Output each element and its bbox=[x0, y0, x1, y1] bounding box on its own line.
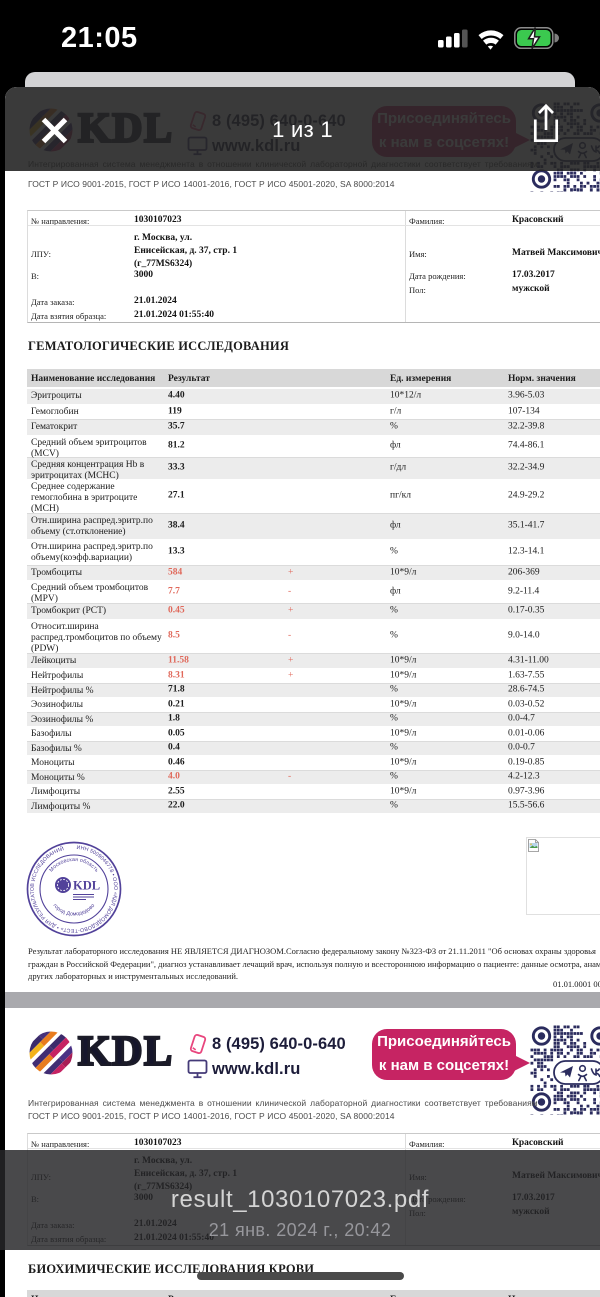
svg-text:KDL: KDL bbox=[73, 879, 100, 893]
svg-text:город Домодедово: город Домодедово bbox=[52, 903, 97, 918]
